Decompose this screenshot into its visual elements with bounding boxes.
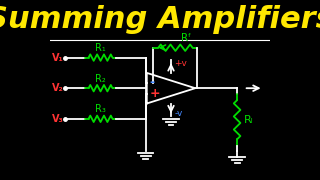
Text: Rᶠ: Rᶠ — [181, 33, 192, 43]
Text: V₂: V₂ — [52, 83, 63, 93]
Text: V₃: V₃ — [52, 114, 63, 124]
Text: R₃: R₃ — [95, 104, 106, 114]
Text: R₂: R₂ — [95, 74, 106, 84]
Text: +: + — [149, 87, 160, 100]
Text: V₁: V₁ — [52, 53, 63, 63]
Text: R₁: R₁ — [95, 43, 106, 53]
Text: Summing Amplifiers: Summing Amplifiers — [0, 5, 320, 34]
Text: Rₗ: Rₗ — [244, 115, 253, 125]
Text: +v: +v — [174, 58, 187, 68]
Text: -v: -v — [174, 109, 183, 118]
Text: -: - — [149, 76, 155, 89]
